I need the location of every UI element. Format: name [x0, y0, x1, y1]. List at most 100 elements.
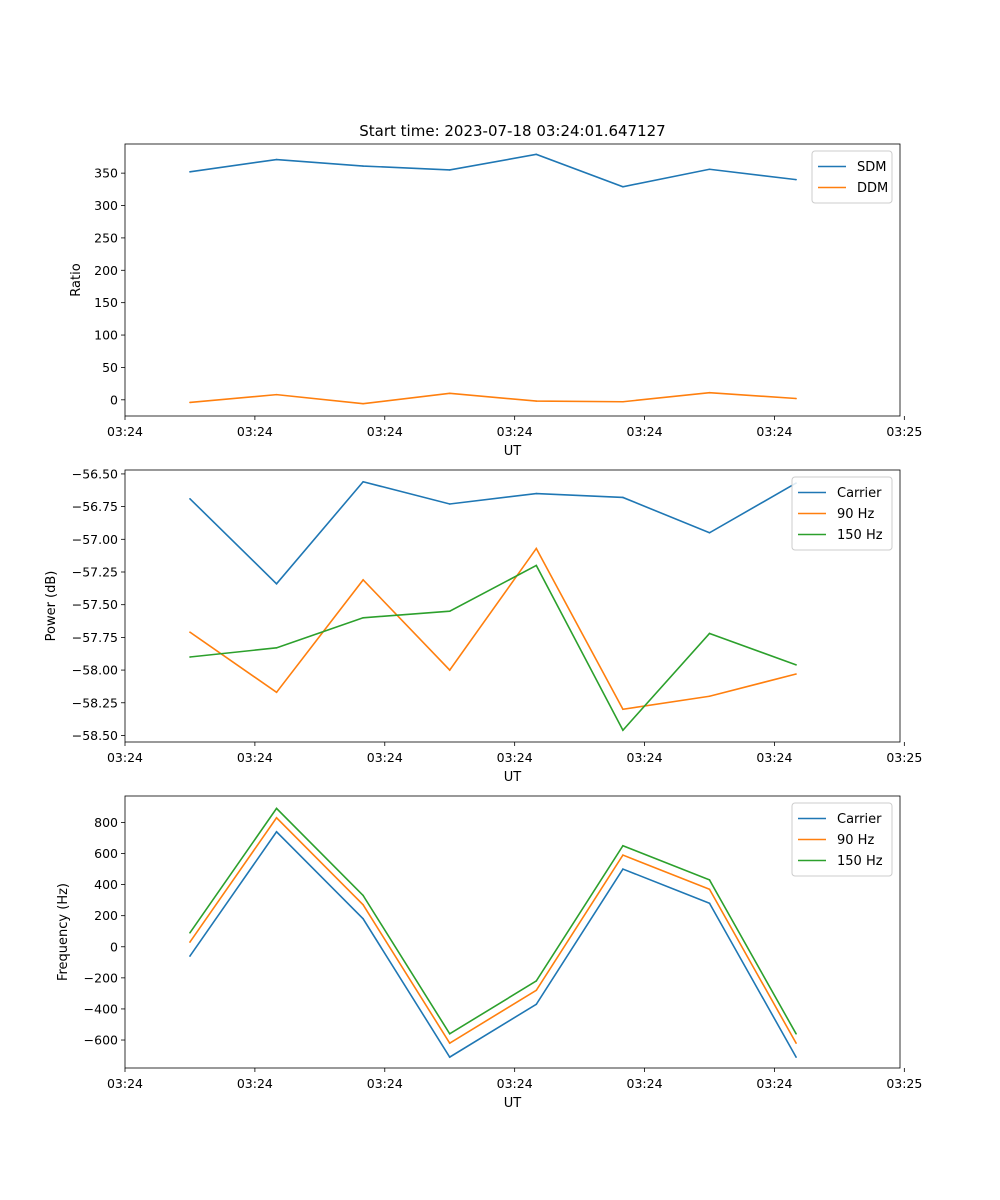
ratio-series-ddm-point	[708, 391, 711, 394]
power-series-90-hz-point	[362, 579, 364, 581]
ratio-series-ddm-line	[189, 391, 797, 405]
power-axes-frame	[124, 469, 901, 743]
power-y-tick-label: −56.50	[72, 466, 118, 481]
power-x-tick-label: 03:24	[627, 750, 663, 765]
ratio-x-tick-label: 03:25	[886, 424, 922, 439]
frequency-series-90-hz-point	[622, 854, 624, 856]
power-series-carrier-point	[448, 503, 451, 505]
power-series-90-hz-line	[189, 546, 797, 711]
frequency-y-tick-label: 0	[110, 939, 118, 954]
frequency-series-90-hz-point	[708, 888, 711, 891]
power-series-150-hz-point	[622, 729, 624, 732]
ratio-panel: 03:24 03:24 03:24 03:24 03:24 03:24 03:25 0 50 10…	[69, 143, 922, 459]
power-x-tick-label: 03:25	[886, 750, 922, 765]
frequency-series-carrier-point	[708, 902, 711, 905]
power-legend-label-150-hz: 150 Hz	[837, 528, 883, 543]
ratio-series-ddm-point	[535, 400, 538, 402]
power-series-carrier-point	[362, 480, 364, 483]
power-y-tick-label: −56.75	[72, 499, 118, 514]
frequency-series-150-hz-point	[622, 844, 624, 847]
ratio-legend	[811, 150, 893, 204]
power-series-150-hz-point	[189, 656, 191, 658]
ratio-x-tick-label: 03:24	[497, 424, 533, 439]
power-series-90-hz-point	[535, 547, 538, 550]
frequency-series-150-hz-point	[275, 807, 278, 810]
frequency-series-90-hz-point	[795, 1042, 797, 1044]
ratio-y-tick-label: 250	[94, 230, 118, 245]
frequency-y-tick-label: 600	[94, 846, 118, 861]
frequency-axes-frame	[124, 795, 901, 1069]
ratio-x-tick-label: 03:24	[367, 424, 403, 439]
power-series-carrier-point	[622, 496, 624, 499]
power-series-150-hz-point	[795, 664, 797, 666]
ratio-series-sdm-point	[448, 169, 451, 171]
frequency-series-90-hz-point	[535, 989, 538, 992]
ratio-y-tick-label: 150	[94, 295, 118, 310]
frequency-series-carrier-point	[535, 1003, 538, 1006]
ratio-series-sdm-point	[362, 165, 364, 167]
frequency-x-tick-label: 03:24	[497, 1076, 533, 1091]
frequency-series-carrier-point	[795, 1056, 797, 1058]
ratio-x-axis-label: UT	[504, 444, 522, 459]
frequency-series-carrier-point	[189, 955, 191, 957]
ratio-y-tick-label: 200	[94, 263, 118, 278]
frequency-series-90-hz-point	[448, 1042, 451, 1044]
frequency-series-90-hz-line	[189, 816, 797, 1045]
frequency-legend-label-90-hz: 90 Hz	[837, 833, 874, 848]
ratio-x-tick-label: 03:24	[237, 424, 273, 439]
frequency-series-150-hz-point	[795, 1033, 797, 1035]
frequency-x-tick-label: 03:24	[107, 1076, 143, 1091]
frequency-y-tick-label: −400	[84, 1001, 118, 1016]
power-series-150-hz-point	[275, 647, 278, 649]
frequency-legend-label-carrier: Carrier	[837, 812, 882, 827]
power-y-tick-label: −58.00	[72, 663, 118, 678]
ratio-legend-label-sdm: SDM	[857, 160, 886, 175]
ratio-y-tick-label: 50	[102, 360, 118, 375]
ratio-series-sdm-point	[622, 185, 624, 188]
power-legend	[791, 476, 893, 551]
frequency-x-axis-label: UT	[504, 1096, 522, 1111]
power-x-tick-label: 03:24	[237, 750, 273, 765]
power-x-tick-label: 03:24	[497, 750, 533, 765]
frequency-series-90-hz-point	[189, 941, 191, 943]
power-series-carrier-point	[708, 531, 711, 534]
frequency-y-tick-label: −600	[84, 1033, 118, 1048]
power-y-tick-label: −58.50	[72, 728, 118, 743]
power-y-tick-label: −57.25	[72, 565, 118, 580]
power-series-150-hz-point	[362, 616, 364, 619]
frequency-series-150-hz-point	[708, 879, 711, 881]
frequency-x-tick-label: 03:24	[627, 1076, 663, 1091]
frequency-x-tick-label: 03:24	[367, 1076, 403, 1091]
frequency-y-tick-label: 800	[94, 815, 118, 830]
frequency-panel: 03:24 03:24 03:24 03:24 03:24 03:24 03:25 −600 −…	[56, 795, 922, 1111]
frequency-y-tick-label: 200	[94, 908, 118, 923]
power-y-tick-label: −57.00	[72, 532, 118, 547]
ratio-series-sdm-point	[795, 178, 797, 181]
ratio-series-ddm-point	[622, 400, 624, 403]
frequency-x-tick-label: 03:25	[886, 1076, 922, 1091]
power-legend-label-90-hz: 90 Hz	[837, 507, 874, 522]
ratio-y-tick-label: 100	[94, 328, 118, 343]
ratio-series-ddm-point	[448, 392, 451, 395]
ratio-axes-frame	[124, 143, 901, 417]
frequency-series-150-hz-point	[189, 931, 191, 934]
power-series-90-hz-point	[795, 673, 797, 675]
power-y-tick-label: −58.25	[72, 695, 118, 710]
ratio-y-axis-label: Ratio	[69, 263, 84, 296]
frequency-series-90-hz-point	[275, 816, 278, 819]
ratio-x-tick-label: 03:24	[756, 424, 792, 439]
frequency-y-axis-label: Frequency (Hz)	[56, 883, 71, 981]
power-series-carrier-point	[189, 497, 191, 500]
power-series-150-hz-point	[535, 564, 538, 567]
frequency-legend	[791, 802, 893, 877]
frequency-series-90-hz-point	[362, 904, 364, 906]
ratio-x-tick-label: 03:24	[627, 424, 663, 439]
frequency-series-carrier-line	[189, 830, 797, 1059]
frequency-series-carrier-point	[448, 1056, 451, 1058]
power-x-axis-label: UT	[504, 770, 522, 785]
ratio-series-sdm-point	[535, 153, 538, 156]
ratio-series-ddm-point	[275, 393, 278, 396]
frequency-x-tick-label: 03:24	[756, 1076, 792, 1091]
frequency-legend-label-150-hz: 150 Hz	[837, 854, 883, 869]
